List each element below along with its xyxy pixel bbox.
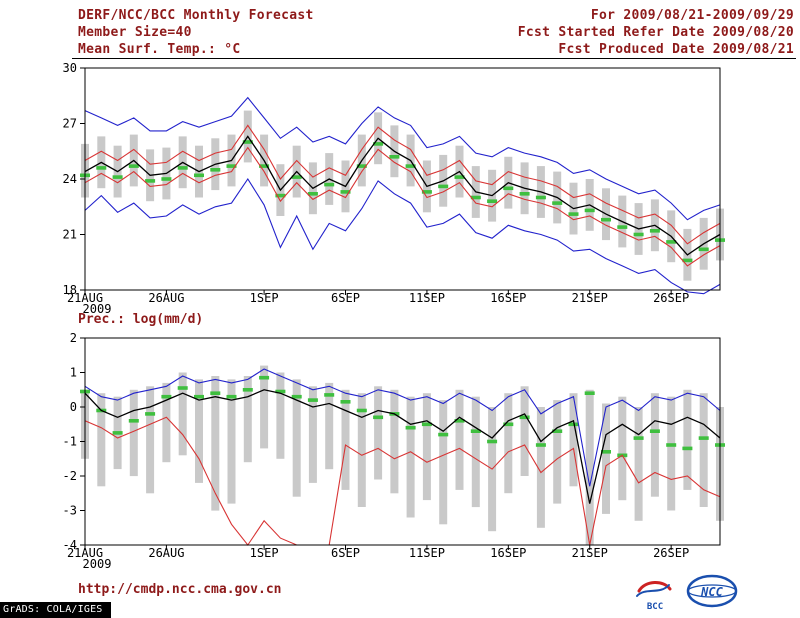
bcc-logo-text: BCC [647, 602, 663, 612]
y-tick-label: -3 [63, 504, 77, 518]
x-tick-label: 26AUG [148, 546, 184, 560]
source-url-text: http://cmdp.ncc.cma.gov.cn [78, 582, 282, 597]
precip-chart-label: Prec.: log(mm/d) [78, 312, 204, 327]
y-tick-label: -2 [63, 469, 77, 483]
page-title: DERF/NCC/BCC Monthly Forecast [78, 8, 314, 23]
y-tick-label: 18 [63, 283, 77, 297]
y-tick-label: -1 [63, 435, 77, 449]
header: DERF/NCC/BCC Monthly Forecast Member Siz… [78, 7, 794, 58]
series-line-upper-envelope [84, 368, 721, 487]
header-right: For 2009/08/21-2009/09/29 Fcst Started R… [518, 7, 794, 58]
member-size-label: Member Size=40 [78, 25, 192, 40]
x-tick-label: 21SEP [572, 291, 608, 305]
x-axis: 21AUG 26AUG 1SEP 6SEP 11SEP 16SEP 21SEP 26SEP 20… [67, 290, 689, 316]
series-line-ensemble-mean [84, 389, 721, 504]
temp-chart-label: Mean Surf. Temp.: °C [78, 42, 241, 57]
x-tick-label: 21SEP [572, 546, 608, 560]
x-axis-year-label: 2009 [83, 557, 112, 571]
x-tick-label: 11SEP [409, 291, 445, 305]
series-line-ensemble-max [84, 96, 721, 221]
y-axis: 30 27 24 21 18 [63, 62, 85, 297]
bcc-logo: BCC [636, 581, 672, 612]
x-tick-label: 16SEP [490, 291, 526, 305]
series-line-ensemble-mean [84, 135, 721, 256]
series-line-lower-quartile [84, 146, 721, 267]
grads-credit-badge: GrADS: COLA/IGES [0, 602, 111, 618]
x-tick-label: 26SEP [653, 291, 689, 305]
y-tick-label: -4 [63, 538, 77, 552]
bcc-logo-red-swoosh [637, 581, 672, 593]
series-line-ensemble-min [84, 177, 721, 295]
observation-dash-markers [80, 375, 725, 458]
y-tick-label: 0 [70, 400, 77, 414]
produced-date-label: Fcst Produced Date 2009/08/21 [558, 42, 794, 57]
ncc-logo-equator-ring [687, 584, 737, 598]
ncc-logo-text: NCC [700, 585, 723, 599]
x-tick-label: 11SEP [409, 546, 445, 560]
y-tick-label: 1 [70, 366, 77, 380]
x-tick-label: 1SEP [250, 546, 279, 560]
y-tick-label: 21 [63, 228, 77, 242]
forecast-range-label: For 2009/08/21-2009/09/29 [590, 8, 794, 23]
x-tick-label: 21AUG [67, 546, 103, 560]
series-line-lower-envelope [84, 416, 721, 546]
observation-dash-markers [80, 140, 725, 263]
x-tick-label: 6SEP [331, 291, 360, 305]
header-divider [72, 58, 796, 59]
ensemble-spread-bars [81, 110, 724, 281]
x-tick-label: 26SEP [653, 546, 689, 560]
series-line-upper-quartile [84, 124, 721, 245]
y-tick-label: 24 [63, 172, 77, 186]
y-tick-label: 2 [70, 331, 77, 345]
x-tick-label: 1SEP [250, 291, 279, 305]
ncc-logo: NCC [686, 574, 738, 608]
y-axis: 2 1 0 -1 -2 -3 -4 [63, 331, 85, 552]
x-tick-label: 16SEP [490, 546, 526, 560]
x-tick-label: 26AUG [148, 291, 184, 305]
y-tick-label: 30 [63, 62, 77, 75]
x-tick-label: 21AUG [67, 291, 103, 305]
x-tick-label: 6SEP [331, 546, 360, 560]
x-axis-year-label: 2009 [83, 302, 112, 316]
y-tick-label: 27 [63, 117, 77, 131]
x-axis: 21AUG 26AUG 1SEP 6SEP 11SEP 16SEP 21SEP 26SEP 20… [67, 545, 689, 571]
refer-date-label: Fcst Started Refer Date 2009/08/20 [517, 25, 794, 40]
logo-group: BCC NCC [632, 573, 738, 613]
header-left: DERF/NCC/BCC Monthly Forecast Member Siz… [78, 7, 314, 58]
bcc-logo-blue-swoosh [636, 584, 670, 597]
